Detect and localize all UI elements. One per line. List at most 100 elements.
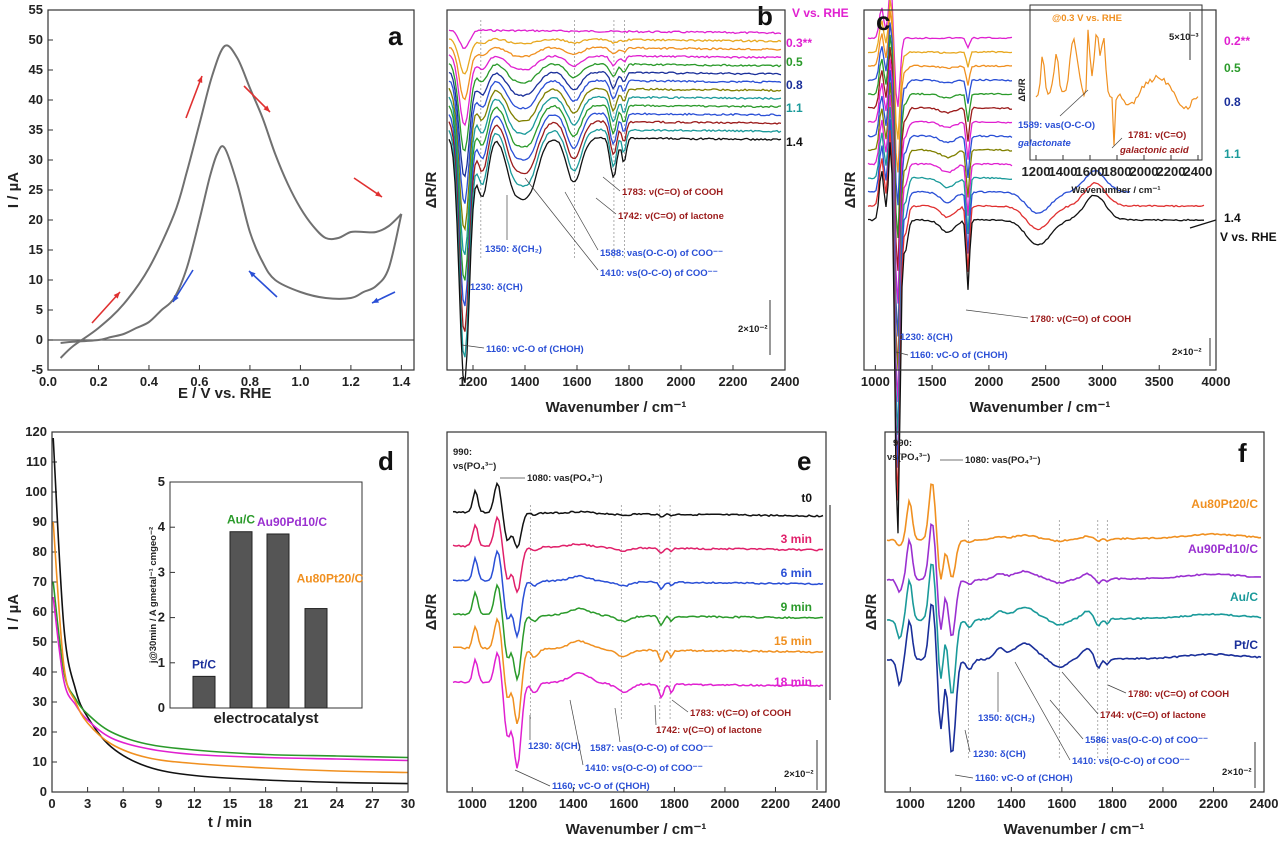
panel-d-frame: [51, 431, 409, 793]
panel-f-xlabel: Wavenumber / cm⁻¹: [1004, 821, 1145, 838]
panel-e-leader-1160: [514, 769, 551, 787]
panel-f-ann-1586: 1586: νas(O-C-O) of COO⁻⁻: [1085, 735, 1208, 746]
panel-d-xtick-label: 15: [223, 796, 237, 811]
panel-d-xtick-label: 12: [187, 796, 201, 811]
panel-a-ytick-label: 40: [29, 92, 43, 107]
panel-d-inset-bar: [229, 531, 253, 709]
panel-a-xtick-label: 1.0: [291, 374, 309, 389]
panel-d: 0 3 6 9 12 15 18 21 24 27 300102030405060708090100…: [5, 424, 415, 831]
panel-a-xtick-label: 0.4: [140, 374, 159, 389]
panel-c-potential-label: V vs. RHE: [1220, 230, 1277, 244]
panel-f-ann-1744: 1744: ν(C=O) of lactone: [1100, 710, 1206, 721]
panel-c-inset-scale: 5×10⁻³: [1169, 32, 1199, 43]
panel-f-ann-990: 990:: [893, 438, 912, 449]
panel-d-inset-ylabel: j@30min / A gmetal⁻¹ cmgeo⁻²: [148, 527, 159, 664]
panel-c-inset-xlabel: Wavenumber / cm⁻¹: [1071, 185, 1160, 196]
panel-c-spectrum-7: [867, 59, 1013, 304]
panel-b-spectrum-7: [448, 79, 782, 204]
panel-a-ytick-label: 45: [29, 62, 43, 77]
panel-b-leader-1160: [461, 344, 485, 349]
panel-d-inset-ytick-label: 0: [158, 700, 165, 715]
panel-d-ytick-label: 0: [40, 784, 47, 799]
panel-e-spectrum-2: [452, 515, 823, 594]
panel-c-ann-1780: 1780: ν(C=O) of COOH: [1030, 314, 1131, 325]
panel-f-xtick-label: 2400: [1250, 796, 1279, 811]
panel-b-potential-label: 0.5: [786, 55, 803, 69]
panel-a-xtick-label: 1.4: [392, 374, 411, 389]
panel-a-ytick-label: 5: [36, 302, 43, 317]
panel-a-arrow-backward-2-head: [249, 271, 256, 278]
panel-a-xtick-label: 0.2: [89, 374, 107, 389]
panel-e-ann-1410: 1410: νs(O-C-O) of COO⁻⁻: [585, 763, 703, 774]
panel-c: 1000 1500 2000 2500 3000 3500 4000 0.2** 0.5 0.8 1…: [842, 0, 1277, 534]
panel-e-ann-1230: 1230: δ(CH): [528, 741, 581, 752]
panel-f-catalyst-label: Au80Pt20/C: [1191, 497, 1258, 511]
panel-b-leader-1588: [564, 191, 599, 251]
panel-c-inset-xtick-label: 1800: [1103, 164, 1132, 179]
panel-c-letter: c: [876, 6, 890, 36]
panel-e-time-label: 6 min: [781, 566, 812, 580]
panel-e-leader-1742: [654, 704, 657, 726]
panel-a-cv-series-2: [60, 145, 403, 344]
panel-c-ylabel: ΔR/R: [842, 172, 859, 209]
panel-a-xtick-label: 0.0: [39, 374, 57, 389]
panel-a-ylabel: I / µA: [5, 172, 22, 208]
panel-a-xlabel: E / V vs. RHE: [178, 385, 271, 402]
panel-f-ann-1350: 1350: δ(CH₂): [978, 713, 1035, 724]
panel-d-ytick-label: 120: [25, 424, 47, 439]
panel-c-ann-1160: 1160: νC-O of (CHOH): [910, 350, 1008, 361]
panel-e-leader-1587: [614, 707, 621, 743]
panel-f-ann-1230: 1230: δ(CH): [973, 749, 1026, 760]
panel-c-inset-xtick-label: 1600: [1076, 164, 1105, 179]
panel-b-spectrum-5: [448, 62, 782, 152]
panel-d-series-au90pd10c: [52, 596, 409, 762]
panel-e-spectrum-5: [453, 616, 824, 725]
panel-d-letter: d: [378, 446, 394, 476]
panel-a-ytick-label: 55: [29, 2, 43, 17]
panel-d-ylabel: I / µA: [5, 594, 22, 630]
panel-c-spectrum-9: [867, 82, 1013, 370]
panel-e-ann-990-label: νs(PO₄³⁻): [453, 461, 496, 472]
panel-c-inset-ylabel: ΔR/R: [1017, 78, 1028, 101]
panel-f-catalyst-label: Au90Pd10/C: [1188, 542, 1258, 556]
panel-b-ann-1230: 1230: δ(CH): [470, 282, 523, 293]
panel-d-xtick-label: 30: [401, 796, 415, 811]
panel-d-ytick-label: 90: [33, 514, 47, 529]
panel-e-ylabel: ΔR/R: [423, 594, 440, 631]
panel-c-inset-xtick-label: 2400: [1184, 164, 1213, 179]
panel-e-xlabel: Wavenumber / cm⁻¹: [566, 821, 707, 838]
panel-d-inset-ytick-label: 5: [158, 474, 165, 489]
panel-d-xlabel: t / min: [208, 814, 252, 831]
panel-e-spectrum-6: [452, 650, 824, 769]
panel-e-ann-1080: 1080: νas(PO₄³⁻): [527, 473, 603, 484]
panel-a-letter: a: [388, 21, 403, 51]
panel-b-xtick-label: 1400: [511, 374, 540, 389]
panel-f-xtick-label: 2000: [1148, 796, 1177, 811]
panel-b-spectrum-8: [448, 87, 782, 232]
panel-a-xtick-label: 0.8: [241, 374, 259, 389]
panel-f-ann-1080: 1080: νas(PO₄³⁻): [965, 455, 1041, 466]
panel-c-spectrum-13: [867, 130, 1205, 501]
panel-c-xtick-label: 2000: [974, 374, 1003, 389]
panel-c-spectrum-11: [868, 106, 1013, 435]
panel-a: 0.0 0.2 0.4 0.6 0.8 1.0 1.2 1.4 -5 0 5 10 15 20 25 30 35…: [5, 2, 414, 402]
panel-d-series-ptc: [52, 437, 409, 785]
panel-a-ytick-label: 50: [29, 32, 43, 47]
panel-b-spectrum-4: [448, 54, 782, 127]
panel-d-xtick-label: 9: [155, 796, 162, 811]
panel-e-time-label: 3 min: [781, 532, 812, 546]
panel-e-time-label: 15 min: [774, 634, 812, 648]
panel-f-xtick-label: 1800: [1098, 796, 1127, 811]
panel-d-inset-bar-label: Au80Pt20/C: [297, 572, 364, 586]
panel-c-inset-ann-galactonate: galactonate: [1017, 138, 1072, 149]
panel-a-ytick-label: 20: [29, 212, 43, 227]
panel-c-inset-ann-1589: 1589: νas(O-C-O): [1018, 120, 1095, 131]
panel-a-xtick-label: 0.6: [190, 374, 208, 389]
panel-b-potential-label: 0.3**: [786, 36, 812, 50]
panel-c-leader-1780: [965, 309, 1029, 319]
panel-d-inset-ytick-label: 2: [158, 610, 165, 625]
panel-f-spectrum-1: [886, 483, 1262, 580]
panel-c-inset-leader-1781: [1111, 137, 1123, 149]
panel-b-ann-1783: 1783: ν(C=O) of COOH: [622, 187, 723, 198]
panel-f-leader-1230: [964, 729, 971, 753]
